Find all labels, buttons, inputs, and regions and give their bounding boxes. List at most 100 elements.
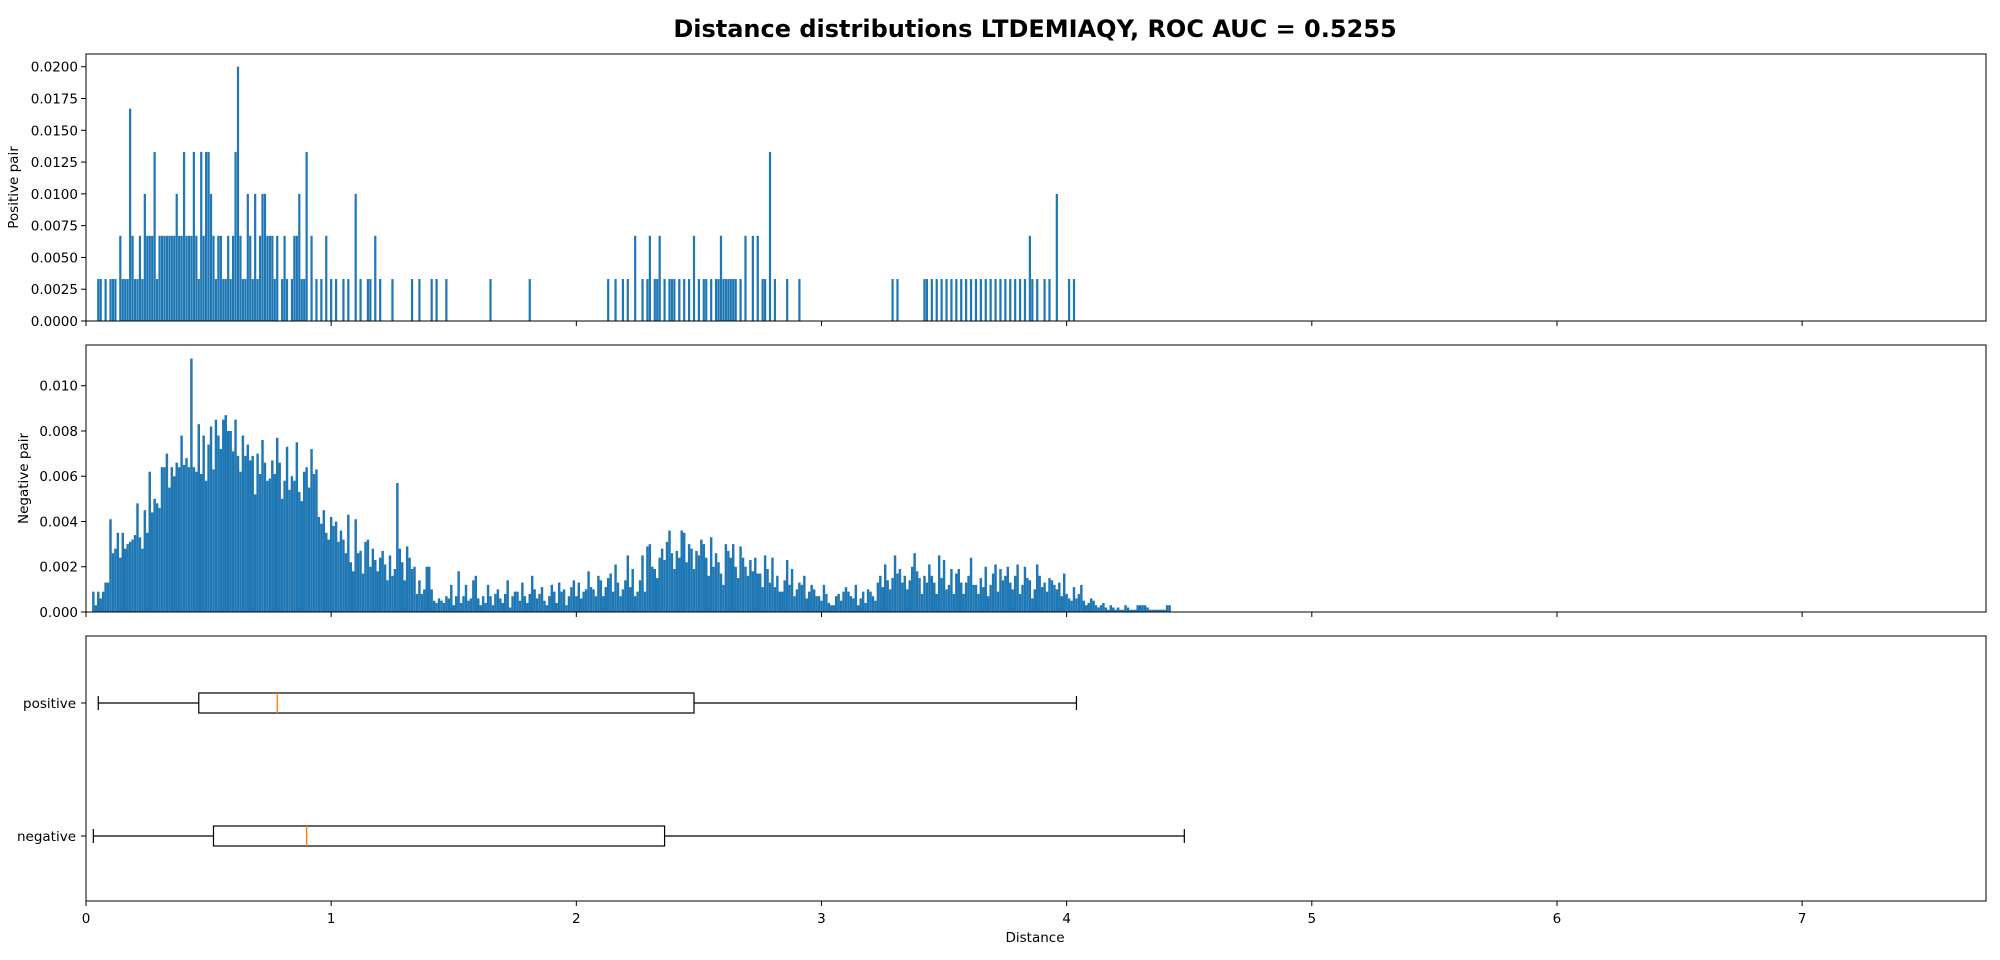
negative-bar	[1080, 584, 1083, 612]
negative-bar	[258, 473, 262, 612]
negative-bar	[464, 584, 468, 612]
negative-bar	[1165, 605, 1169, 612]
negative-bar	[1072, 587, 1076, 612]
positive-bar	[717, 279, 720, 321]
negative-y-ticks: 0.000 0.002 0.004 0.006 0.008 0.010	[39, 379, 86, 621]
negative-bar	[450, 584, 453, 612]
positive-bar	[1048, 279, 1051, 321]
negative-bar	[616, 582, 620, 612]
positive-bar	[182, 151, 186, 321]
negative-bar	[570, 587, 573, 612]
negative-bar	[175, 462, 178, 612]
positive-bar	[614, 279, 617, 321]
negative-bar	[440, 600, 443, 612]
negative-bar	[611, 591, 615, 612]
negative-bar	[251, 455, 254, 612]
negative-bar	[942, 559, 946, 612]
negative-bar	[337, 541, 340, 612]
negative-bar	[430, 589, 433, 612]
negative-bar	[150, 512, 154, 612]
negative-bar	[295, 442, 299, 612]
negative-bar	[982, 587, 985, 612]
negative-bar	[1067, 598, 1071, 612]
positive-bar	[1009, 279, 1012, 321]
negative-bar	[898, 569, 902, 612]
negative-bar	[602, 596, 605, 612]
negative-bar	[736, 578, 740, 612]
negative-bar	[459, 602, 463, 612]
positive-bar	[126, 279, 129, 321]
negative-bar	[778, 591, 782, 612]
negative-bar	[1102, 602, 1105, 612]
negative-bar	[1062, 573, 1066, 612]
negative-bar	[1033, 589, 1036, 612]
negative-bar	[781, 591, 784, 612]
positive-bar	[418, 279, 421, 321]
negative-bar	[857, 605, 860, 612]
negative-bar	[663, 559, 666, 612]
negative-bar	[763, 555, 767, 612]
negative-bar	[651, 566, 654, 612]
positive-bar	[207, 151, 210, 321]
positive-bar	[891, 279, 894, 321]
negative-bar	[1134, 609, 1137, 612]
positive-bar	[702, 279, 705, 321]
positive-bar	[658, 235, 661, 321]
negative-bar	[869, 591, 872, 612]
positive-bar	[354, 193, 357, 321]
negative-bar	[1107, 609, 1110, 612]
negative-bar	[1028, 580, 1032, 612]
positive-bar	[254, 193, 257, 321]
negative-bar	[1004, 575, 1007, 612]
positive-bar	[994, 279, 997, 321]
positive-bar	[896, 279, 899, 321]
negative-bar	[751, 571, 755, 612]
negative-bar	[947, 584, 951, 612]
negative-x-ticks	[85, 612, 1803, 617]
negative-bar	[1163, 609, 1166, 612]
positive-bar	[256, 279, 259, 321]
negative-bar	[999, 569, 1002, 612]
negative-bar	[339, 530, 343, 612]
negative-bar	[810, 584, 813, 612]
positive-bar	[224, 279, 227, 321]
positive-bar	[1028, 235, 1031, 321]
positive-bar	[1018, 279, 1022, 321]
negative-bar	[288, 489, 291, 612]
positive-bar	[646, 279, 649, 321]
negative-bar	[648, 544, 652, 612]
positive-bar	[489, 279, 492, 321]
positive-bar	[192, 151, 195, 321]
negative-bar	[1026, 578, 1029, 612]
negative-bar	[918, 578, 921, 612]
positive-bar	[231, 235, 235, 321]
negative-bar	[190, 358, 193, 612]
negative-bar	[746, 575, 750, 612]
negative-bar	[106, 582, 110, 612]
negative-bar	[428, 566, 431, 612]
positive-bar	[97, 279, 100, 321]
negative-bar	[1058, 582, 1061, 612]
positive-bar	[668, 279, 671, 321]
negative-bar	[758, 573, 762, 612]
negative-bar	[935, 593, 938, 612]
negative-bar	[273, 473, 276, 612]
negative-bar	[1141, 605, 1144, 612]
negative-bar	[629, 587, 632, 612]
negative-bar	[472, 580, 475, 612]
negative-bar	[104, 582, 107, 612]
negative-bar	[1099, 605, 1103, 612]
positive-bar	[138, 235, 142, 321]
negative-bar	[1109, 605, 1112, 612]
negative-bar	[1151, 609, 1154, 612]
negative-bar	[320, 523, 323, 612]
negative-bar	[535, 598, 539, 612]
negative-bar	[913, 553, 916, 612]
negative-bar	[378, 557, 382, 612]
positive-bar	[955, 279, 958, 321]
negative-bar	[153, 498, 156, 612]
negative-bar	[253, 494, 257, 612]
negative-bar	[124, 548, 127, 612]
negative-bar	[795, 589, 799, 612]
positive-bar	[923, 279, 926, 321]
